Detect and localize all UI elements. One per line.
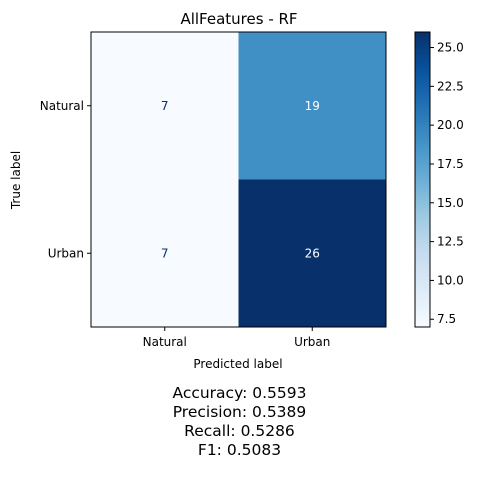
f1-text: F1: 0.5083 [197,441,282,459]
y-axis-ticks: Natural Urban [40,99,91,260]
cell-value-label: 26 [305,246,320,260]
colorbar-tick-label: 25.0 [437,41,464,55]
colorbar-tick-label: 17.5 [437,157,464,171]
colorbar [414,31,431,328]
heatmap-cell [91,179,239,327]
plot-frame [90,31,387,328]
colorbar-tick-label: 12.5 [437,235,464,249]
colorbar-tick-label: 7.5 [437,312,456,326]
colorbar-ticks: 7.5 10.0 12.5 15.0 17.5 20.0 22.5 25.0 [430,41,464,326]
colorbar-tick-label: 15.0 [437,196,464,210]
heatmap-cells [91,32,386,327]
cell-value-label: 7 [161,99,169,113]
metrics-block: Accuracy: 0.5593 Precision: 0.5389 Recal… [0,384,479,460]
cell-value-labels: 7 19 7 26 [161,99,320,261]
heatmap-cell [238,179,386,327]
recall-text: Recall: 0.5286 [184,422,295,440]
chart-title: AllFeatures - RF [180,10,297,28]
cell-value-label: 7 [161,246,169,260]
heatmap-cell [238,32,386,180]
heatmap-cell [91,32,239,180]
x-tick-label: Natural [143,335,187,349]
cell-value-label: 19 [305,99,320,113]
y-axis-label: True label [9,151,23,210]
accuracy-text: Accuracy: 0.5593 [172,384,307,402]
x-axis-label: Predicted label [193,357,282,371]
confusion-matrix-chart: AllFeatures - RF 7 19 7 26 Natural Urban Nat… [9,10,464,371]
colorbar-tick-label: 22.5 [437,79,464,93]
colorbar-tick-label: 10.0 [437,273,464,287]
colorbar-tick-label: 20.0 [437,118,464,132]
y-tick-label: Natural [40,99,84,113]
x-tick-label: Urban [294,335,330,349]
x-axis-ticks: Natural Urban [143,327,330,349]
y-tick-label: Urban [48,246,84,260]
precision-text: Precision: 0.5389 [172,403,307,421]
